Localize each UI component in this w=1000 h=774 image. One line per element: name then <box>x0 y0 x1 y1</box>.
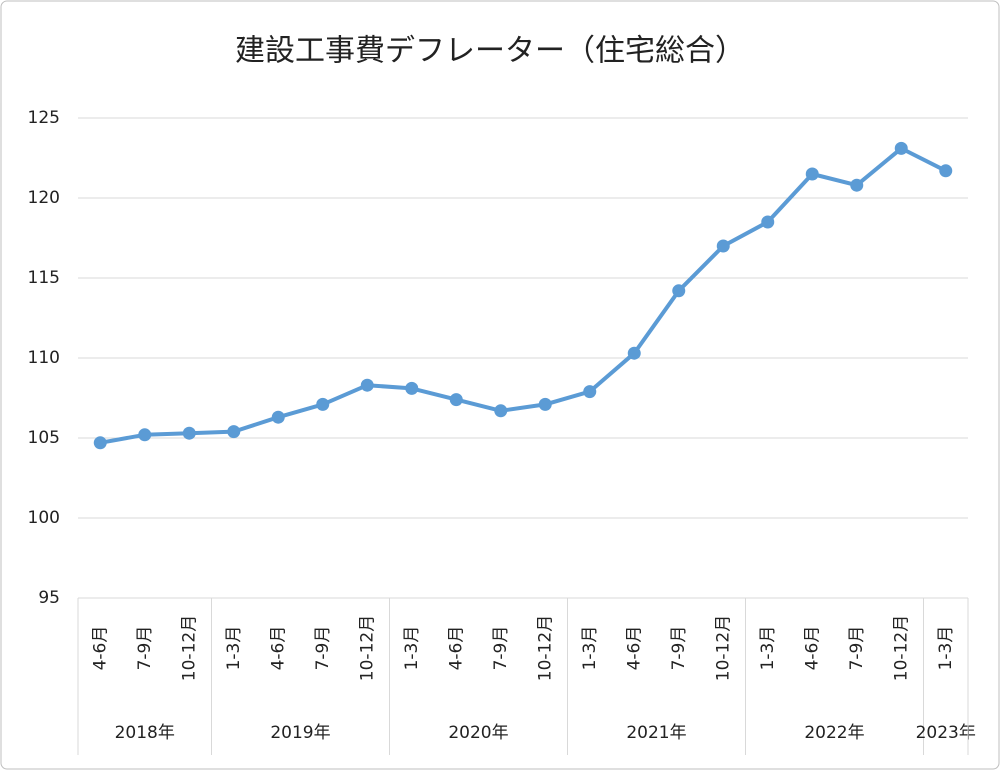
x-tick-label: 1-3月 <box>936 626 956 671</box>
data-point <box>316 397 330 411</box>
data-point <box>449 393 463 407</box>
data-point <box>583 385 597 399</box>
x-tick-label: 1-3月 <box>580 626 600 671</box>
group-label: 2020年 <box>448 723 508 743</box>
x-tick-label: 4-6月 <box>446 626 466 671</box>
data-point <box>672 284 686 298</box>
x-tick-label: 1-3月 <box>224 626 244 671</box>
x-tick-label: 7-9月 <box>847 626 867 671</box>
y-tick-label: 115 <box>28 268 60 288</box>
data-point <box>894 141 908 155</box>
x-tick-label: 4-6月 <box>624 626 644 671</box>
group-label: 2023年 <box>916 723 976 743</box>
data-point <box>627 346 641 360</box>
group-label: 2018年 <box>115 723 175 743</box>
y-tick-label: 110 <box>28 348 60 368</box>
data-point <box>405 381 419 395</box>
y-tick-label: 120 <box>28 188 60 208</box>
data-point <box>227 425 241 439</box>
x-tick-label: 7-9月 <box>491 626 511 671</box>
x-tick-label: 10-12月 <box>891 615 911 681</box>
data-point <box>494 404 508 418</box>
x-tick-label: 10-12月 <box>535 615 555 681</box>
data-point <box>538 397 552 411</box>
data-point <box>93 436 107 450</box>
data-point <box>850 178 864 192</box>
x-tick-label: 1-3月 <box>402 626 422 671</box>
chart-title: 建設工事費デフレーター（住宅総合） <box>235 34 745 69</box>
data-point <box>360 378 374 392</box>
data-point <box>182 426 196 440</box>
data-point <box>271 410 285 424</box>
group-label: 2021年 <box>626 723 686 743</box>
data-point <box>939 164 953 178</box>
x-tick-label: 10-12月 <box>357 615 377 681</box>
data-point <box>761 215 775 229</box>
y-tick-label: 125 <box>28 108 60 128</box>
x-tick-label: 7-9月 <box>669 626 689 671</box>
data-point <box>138 428 152 442</box>
data-point <box>805 167 819 181</box>
y-tick-label: 105 <box>28 428 60 448</box>
data-point <box>716 239 730 253</box>
group-label: 2022年 <box>804 723 864 743</box>
x-tick-label: 4-6月 <box>90 626 110 671</box>
y-tick-label: 100 <box>28 508 60 528</box>
data-line <box>99 146 947 445</box>
x-tick-label: 4-6月 <box>268 626 288 671</box>
x-tick-label: 7-9月 <box>313 626 333 671</box>
x-tick-label: 10-12月 <box>179 615 199 681</box>
x-tick-label: 7-9月 <box>135 626 155 671</box>
group-label: 2019年 <box>270 723 330 743</box>
x-tick-label: 10-12月 <box>713 615 733 681</box>
x-tick-label: 1-3月 <box>758 626 778 671</box>
y-tick-label: 95 <box>38 588 60 608</box>
x-tick-label: 4-6月 <box>802 626 822 671</box>
